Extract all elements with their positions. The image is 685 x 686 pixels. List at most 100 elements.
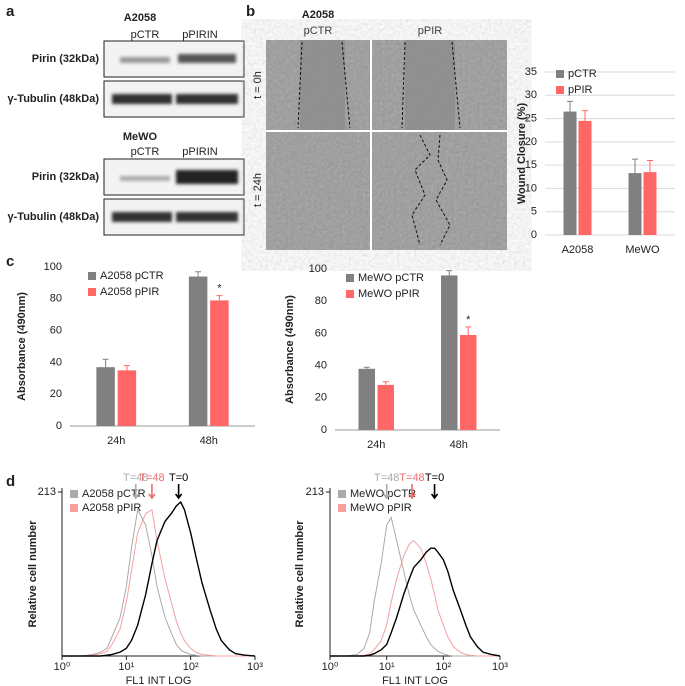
band	[176, 212, 238, 222]
x-tick-label: 10²	[183, 661, 199, 673]
bar	[188, 276, 208, 426]
panel-label: a	[6, 3, 15, 20]
edge	[451, 41, 461, 129]
legend-swatch	[70, 504, 78, 512]
band	[112, 94, 172, 104]
legend-swatch	[338, 504, 346, 512]
blot-a2058: A2058 pCTR pPIRIN Pirin (32kDa) γ-Tubuli…	[8, 12, 245, 118]
wound	[405, 40, 455, 130]
histogram-line	[62, 508, 255, 657]
row-label: Pirin (32kDa)	[32, 53, 100, 65]
annotation: T=48	[139, 472, 164, 484]
annotation-arrow	[148, 484, 156, 500]
bar	[563, 111, 577, 235]
band	[178, 54, 236, 63]
y-axis-label: Relative cell number	[27, 520, 39, 628]
annotation: T=0	[425, 472, 444, 484]
legend-swatch	[88, 272, 96, 280]
bar	[578, 120, 592, 235]
blot-mewo: MeWO pCTR pPIRIN Pirin (32kDa) γ-Tubulin…	[8, 131, 245, 236]
wound-edges	[297, 41, 461, 246]
cell-line: A2058	[124, 12, 156, 24]
y-tick-label: 40	[315, 360, 327, 372]
x-tick-label: 10¹	[118, 661, 134, 673]
legend-label: pPIR	[568, 84, 593, 96]
row-label: γ-Tubulin (48kDa)	[8, 93, 100, 105]
significance: *	[466, 314, 471, 326]
bar	[441, 275, 458, 430]
y-tick-label: 60	[315, 327, 327, 339]
edge	[297, 41, 303, 129]
legend-swatch	[346, 290, 354, 298]
x-tick-label: 24h	[367, 439, 385, 451]
y-tick-label: 10	[525, 182, 537, 194]
error-bar	[382, 381, 389, 385]
y-axis-label: Absorbance (490nm)	[284, 295, 296, 404]
band	[120, 176, 170, 181]
panel-label: c	[6, 253, 14, 270]
bar	[210, 300, 229, 426]
bar	[117, 370, 137, 426]
error-bar	[581, 110, 588, 121]
histogram-line	[330, 539, 500, 657]
legend-label: MeWO pPIR	[358, 288, 420, 300]
y-tick-label: 213	[306, 486, 324, 498]
column-label: pCTR	[304, 25, 333, 37]
error-bar	[646, 159, 653, 173]
row-label: t = 24h	[252, 173, 264, 207]
cell-line: MeWO	[123, 131, 158, 143]
x-tick-label: 10²	[435, 661, 451, 673]
y-tick-label: 25	[525, 112, 537, 124]
annotation-arrow	[174, 484, 183, 500]
legend-label: MeWO pCTR	[350, 488, 416, 500]
edge	[401, 41, 406, 129]
legend-label: MeWO pCTR	[358, 272, 424, 284]
x-tick-label: A2058	[562, 244, 594, 256]
x-tick-label: 10³	[247, 661, 263, 673]
legend-swatch	[338, 490, 346, 498]
band	[112, 212, 172, 222]
y-tick-label: 15	[525, 159, 537, 171]
legend-swatch	[556, 86, 564, 94]
bar	[96, 367, 115, 426]
histogram-line	[62, 500, 256, 657]
bar	[628, 173, 642, 235]
histogram-line	[330, 547, 501, 657]
legend-label: MeWO pPIR	[350, 502, 412, 514]
x-tick-label: 10⁰	[54, 661, 71, 673]
x-tick-label: 24h	[107, 435, 125, 447]
panel-label: d	[6, 473, 15, 490]
y-tick-label: 213	[38, 486, 56, 498]
y-axis-label: Relative cell number	[294, 520, 306, 628]
annotation: T=48	[374, 472, 399, 484]
x-tick-label: 10³	[492, 661, 508, 673]
y-axis-label: Absorbance (490nm)	[16, 292, 28, 401]
legend-label: A2058 pPIR	[100, 286, 159, 298]
bar	[358, 368, 376, 430]
annotation-arrow	[383, 484, 391, 500]
band	[120, 57, 170, 63]
x-axis-label: FL1 INT LOG	[382, 675, 448, 686]
bar	[643, 172, 657, 235]
column-label: pPIR	[418, 25, 443, 37]
x-tick-label: 48h	[450, 439, 468, 451]
lane-label: pCTR	[131, 29, 160, 41]
annotation: T=48	[399, 472, 424, 484]
annotation: T=0	[169, 472, 188, 484]
x-tick-label: 10¹	[379, 661, 395, 673]
annotation-arrow	[132, 484, 140, 500]
y-tick-label: 20	[315, 392, 327, 404]
legend-label: A2058 pPIR	[82, 502, 141, 514]
legend-swatch	[556, 70, 564, 78]
error-bar	[216, 295, 223, 301]
lane-label: pPIRIN	[182, 29, 218, 41]
error-bar	[102, 358, 109, 368]
panel-label: b	[246, 3, 255, 20]
migration-images: A2058 pCTR pPIR t = 0h t = 24h	[252, 9, 507, 250]
y-tick-label: 0	[56, 420, 62, 432]
band	[176, 94, 238, 104]
x-tick-label: 48h	[200, 435, 218, 447]
x-tick-label: 10⁰	[322, 661, 339, 673]
row-label: t = 0h	[252, 71, 264, 99]
